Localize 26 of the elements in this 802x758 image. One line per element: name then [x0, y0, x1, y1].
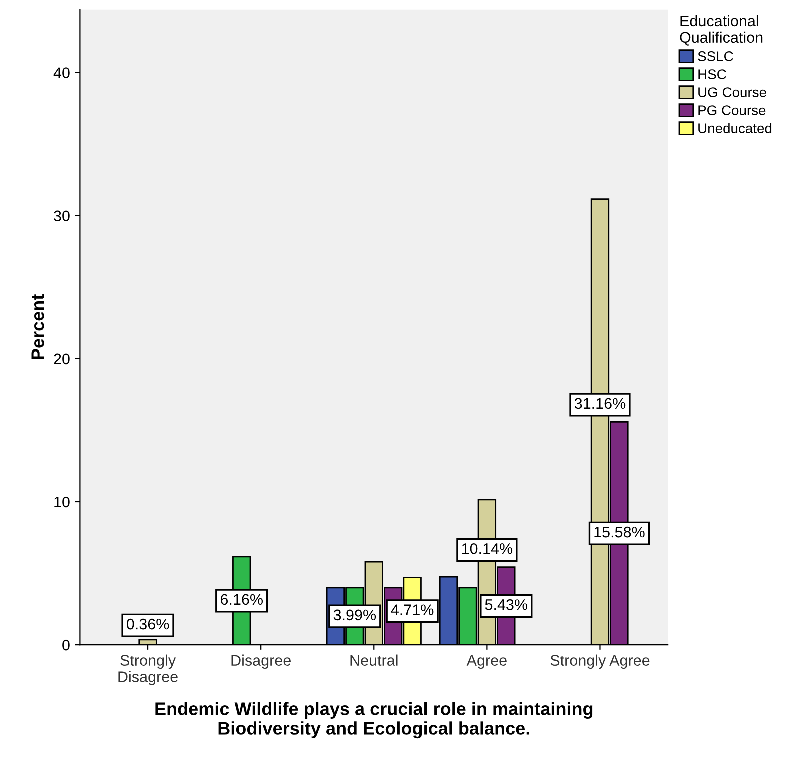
data-label: 3.99% — [334, 610, 376, 621]
data-label: 15.58% — [594, 526, 645, 538]
data-label: 31.16% — [574, 398, 626, 410]
y-tick-label: 10 — [54, 496, 70, 508]
y-axis-title: Percent — [32, 294, 44, 360]
legend-label: PG Course — [698, 106, 766, 116]
legend-label: SSLC — [698, 52, 734, 62]
y-tick-label: 40 — [54, 68, 70, 78]
x-tick-label: Strongly Agree — [550, 654, 650, 670]
x-axis-title: Endemic Wildlife plays a crucial role in maintaining Biodiversity and Ecological balance. — [156, 702, 593, 739]
x-tick-label: Agree — [466, 655, 507, 670]
legend-label: UG Course — [698, 88, 766, 98]
data-label: 6.16% — [220, 594, 263, 606]
data-label: 5.43% — [485, 600, 528, 610]
y-tick-label: 0 — [62, 640, 70, 651]
y-tick-label: 20 — [54, 354, 70, 365]
x-tick-label: Disagree — [232, 654, 291, 670]
legend-label: HSC — [698, 70, 726, 80]
data-label: 0.36% — [126, 618, 170, 630]
legend-title: Educational Qualification — [680, 15, 763, 46]
y-tick-label: 30 — [54, 210, 70, 222]
legend-label: Uneducated — [698, 123, 772, 134]
x-tick-label: Strongly Disagree — [118, 654, 178, 686]
data-label: 4.71% — [391, 604, 434, 616]
x-tick-label: Neutral — [350, 654, 398, 666]
data-label: 10.14% — [462, 543, 513, 554]
